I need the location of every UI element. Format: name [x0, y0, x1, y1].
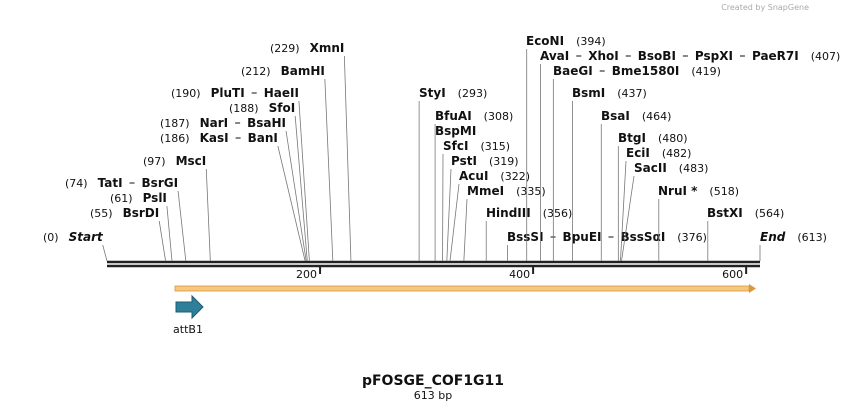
cut-line: [463, 198, 468, 262]
cut-line: [205, 168, 211, 262]
enzyme-name: BaeGI: [553, 64, 593, 78]
site-position: (212): [241, 65, 271, 78]
enzyme-name: BsoBI: [638, 49, 676, 63]
site-position: (335): [516, 185, 546, 198]
site-position: (97): [143, 155, 166, 168]
site-position: (315): [480, 140, 510, 153]
enzyme-name: TatI: [98, 176, 123, 190]
cut-line: [324, 78, 334, 262]
site-position: (186): [160, 132, 190, 145]
enzyme-name: PstI: [451, 154, 477, 168]
site-position: (483): [679, 162, 709, 175]
enzyme-name: SacII: [634, 161, 667, 175]
enzyme-name: BfuAI: [435, 109, 472, 123]
enzyme-name: MmeI: [467, 184, 504, 198]
branding: Created by SnapGene: [721, 3, 809, 12]
cut-line: [177, 190, 187, 262]
enzyme-name: PluTI: [211, 86, 245, 100]
enzyme-name: EciI: [626, 146, 650, 160]
enzyme-name: HaeII: [264, 86, 299, 100]
site-position: (394): [576, 35, 606, 48]
enzyme-name: XmnI: [310, 41, 345, 55]
enzyme-name: BsaI: [601, 109, 630, 123]
enzyme-name: XhoI: [588, 49, 619, 63]
enzyme-name: PslI: [143, 191, 167, 205]
site-position: (187): [160, 117, 190, 130]
site-position: (564): [755, 207, 785, 220]
feature-bar: [174, 285, 750, 292]
enzyme-name: BstXI: [707, 206, 743, 220]
cut-line: [343, 55, 352, 262]
enzyme-name: BssSαI: [621, 230, 666, 244]
cut-line: [621, 175, 635, 262]
site-position: (437): [617, 87, 647, 100]
enzyme-name: AvaI: [540, 49, 569, 63]
enzyme-name: SfoI: [269, 101, 296, 115]
enzyme-name: BsrDI: [123, 206, 160, 220]
cut-line: [620, 160, 627, 262]
feature-arrow: [749, 284, 756, 293]
site-position: (293): [458, 87, 488, 100]
enzyme-name: HindIII: [486, 206, 531, 220]
enzyme-name: Start: [69, 230, 104, 244]
site-position: (464): [642, 110, 672, 123]
site-position: (319): [489, 155, 519, 168]
map-title: pFOSGE_COF1G11: [362, 373, 504, 389]
enzyme-name: StyI: [419, 86, 446, 100]
site-position: (74): [65, 177, 88, 190]
site-position: (518): [709, 185, 739, 198]
enzyme-name: BsrGI: [142, 176, 179, 190]
site-position: (190): [171, 87, 201, 100]
cut-line: [449, 183, 460, 262]
ruler-label: 600: [722, 268, 743, 281]
enzyme-name: BsaHI: [247, 116, 286, 130]
cut-line: [102, 244, 108, 262]
feature-label: attB1: [173, 323, 203, 336]
ruler-label: 400: [509, 268, 530, 281]
site-position: (482): [662, 147, 692, 160]
enzyme-name: Bme1580I: [612, 64, 680, 78]
enzyme-name: BssSI: [507, 230, 544, 244]
site-position: (229): [270, 42, 300, 55]
enzyme-name: BsmI: [572, 86, 605, 100]
enzyme-name: MscI: [176, 154, 207, 168]
cut-line: [166, 205, 173, 262]
enzyme-name: PaeR7I: [752, 49, 799, 63]
site-position: (407): [811, 50, 841, 63]
site-position: (419): [691, 65, 721, 78]
site-position: (0): [43, 231, 59, 244]
map-length: 613 bp: [414, 389, 452, 402]
enzyme-name: BamHI: [281, 64, 325, 78]
cut-line: [285, 130, 307, 262]
cut-line: [277, 145, 306, 262]
site-position: (322): [500, 170, 530, 183]
site-position: (61): [110, 192, 133, 205]
enzyme-name: NarI: [200, 116, 229, 130]
ruler-label: 200: [296, 268, 317, 281]
cut-line: [446, 168, 452, 262]
enzyme-name: NruI *: [658, 184, 698, 198]
enzyme-name: BspMI: [435, 124, 476, 138]
enzyme-name: EcoNI: [526, 34, 564, 48]
site-position: (308): [484, 110, 514, 123]
enzyme-name: BanI: [248, 131, 278, 145]
site-position: (356): [543, 207, 573, 220]
site-position: (480): [658, 132, 688, 145]
cut-line: [158, 220, 166, 262]
enzyme-name: KasI: [200, 131, 229, 145]
site-position: (376): [677, 231, 707, 244]
enzyme-name: End: [760, 230, 786, 244]
site-position: (55): [90, 207, 113, 220]
site-position: (188): [229, 102, 259, 115]
enzyme-name: BpuEI: [563, 230, 602, 244]
feature-icon: [175, 294, 204, 320]
cut-line: [298, 100, 310, 262]
site-position: (613): [797, 231, 827, 244]
enzyme-name: AcuI: [459, 169, 488, 183]
cut-line: [294, 115, 308, 262]
enzyme-name: SfcI: [443, 139, 468, 153]
enzyme-name: BtgI: [618, 131, 646, 145]
enzyme-name: PspXI: [695, 49, 733, 63]
